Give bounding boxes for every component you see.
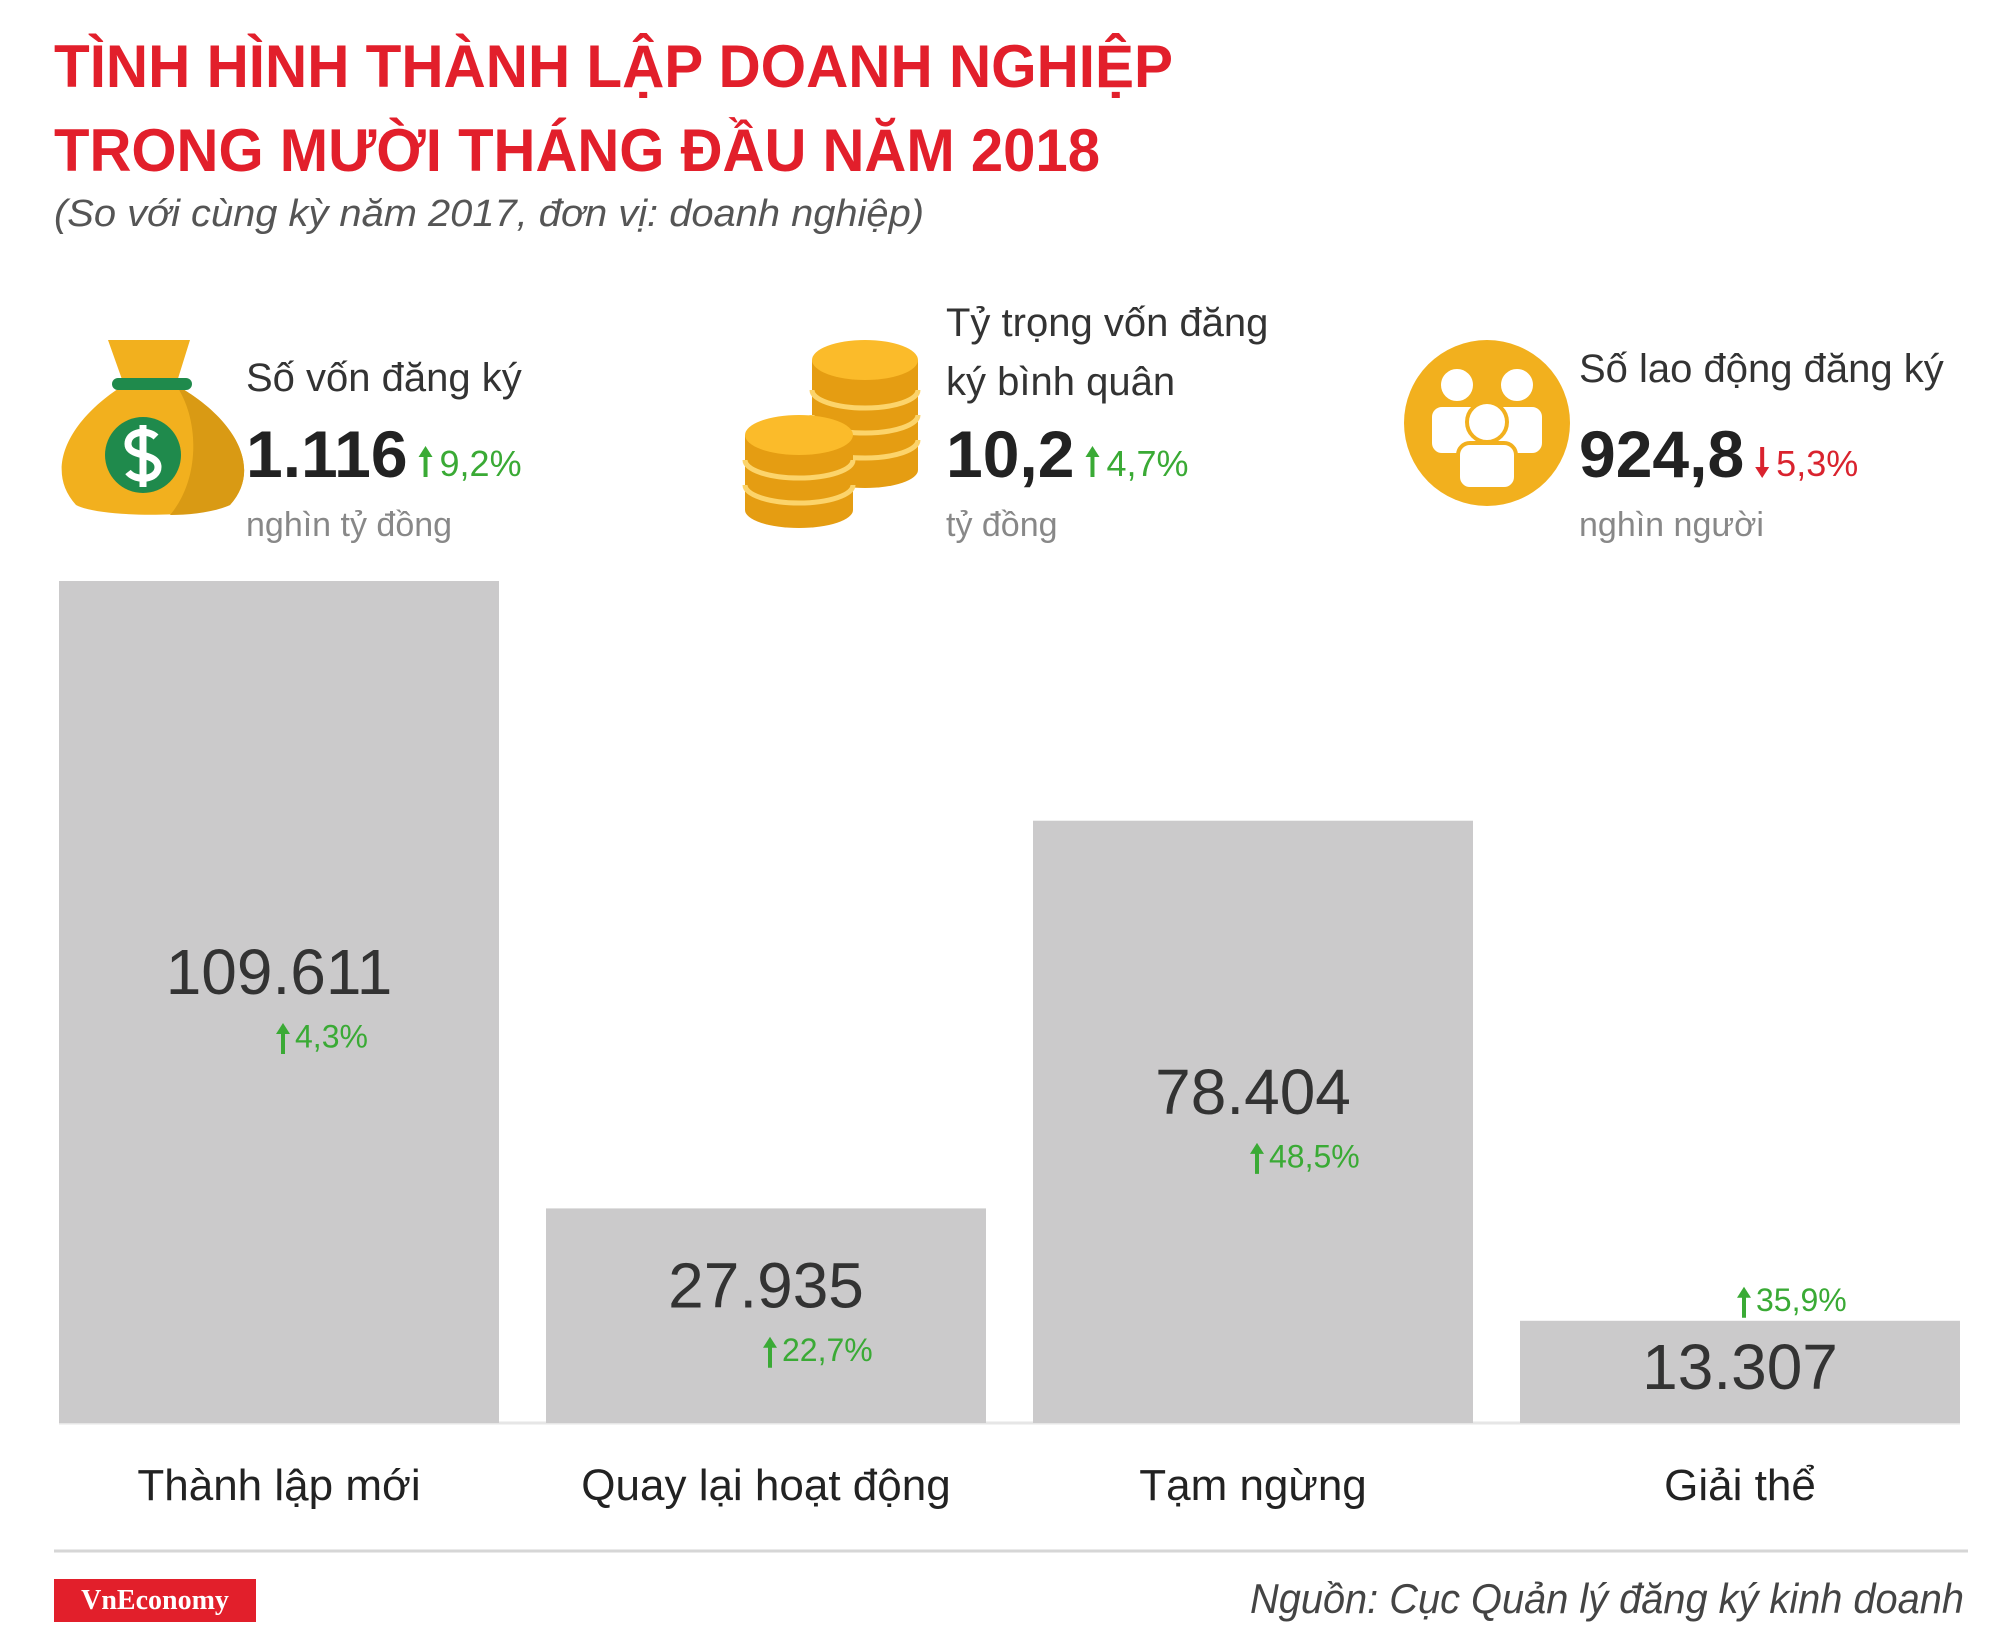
category-label: Thành lập mới [137,1461,420,1510]
logo: VnEconomy [81,1585,229,1616]
stat-change: 5,3% [1776,443,1858,484]
category-label: Giải thể [1664,1461,1816,1510]
bar [1520,1320,1960,1423]
bar [546,1208,986,1423]
subtitle: (So với cùng kỳ năm 2017, đơn vị: doanh … [54,193,924,235]
change-arrow [1755,447,1770,478]
bar-value-label: 109.611 [166,936,393,1008]
change-arrow [763,1336,777,1368]
logo-box [54,1579,256,1622]
title-line: TÌNH HÌNH THÀNH LẬP DOANH NGHIỆP [54,33,1173,100]
source: Nguồn: Cục Quản lý đăng ký kinh doanh [1250,1575,1964,1622]
change-arrow [1085,446,1100,477]
bar [59,581,499,1423]
bar-change-label: 4,3% [295,1018,368,1054]
change-arrow [276,1023,290,1054]
bar [1033,820,1473,1423]
stat-unit: nghìn người [1579,506,1764,544]
bar-change-label: 48,5% [1269,1138,1360,1174]
change-arrow [1737,1286,1751,1318]
change-arrow [418,446,433,477]
stat-change: 9,2% [440,443,522,484]
stat-label: ký bình quân [946,360,1175,404]
stat-unit: nghìn tỷ đồng [246,506,452,544]
stat-unit: tỷ đồng [946,506,1058,544]
stat-change: 4,7% [1106,443,1188,484]
stat-label: Số lao động đăng ký [1579,347,1944,391]
stat-value: 10,2 [946,417,1074,491]
bar-change-label: 35,9% [1756,1282,1847,1318]
money-bag-icon [61,340,245,515]
coins-icon [742,340,921,528]
bar-change-label: 22,7% [782,1332,873,1368]
category-label: Tạm ngừng [1139,1461,1367,1510]
stat-value: 1.116 [246,417,408,491]
title-line: TRONG MƯỜI THÁNG ĐẦU NĂM 2018 [54,117,1100,184]
change-arrow [1250,1142,1264,1174]
bar-value-label: 13.307 [1642,1331,1838,1403]
people-icon [1404,340,1570,506]
category-label: Quay lại hoạt động [581,1461,950,1510]
bar-value-label: 27.935 [668,1250,864,1322]
stat-label: Số vốn đăng ký [246,356,522,400]
stat-value: 924,8 [1579,417,1744,491]
bar-value-label: 78.404 [1155,1056,1351,1128]
stat-label: Tỷ trọng vốn đăng [946,301,1268,345]
